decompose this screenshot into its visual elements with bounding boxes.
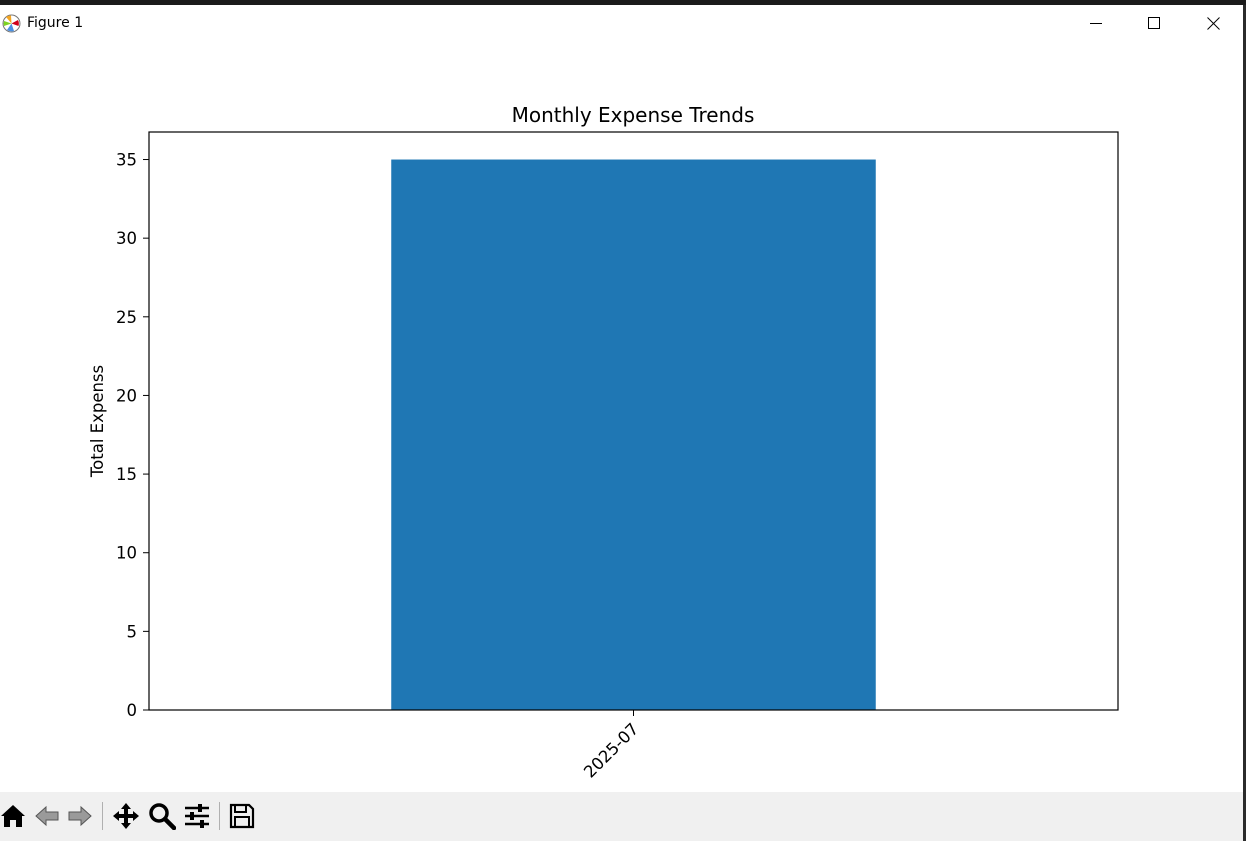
back-arrow-icon [35, 805, 59, 827]
bar-chart: Monthly Expense Trends Total Expenss 0 5 1… [88, 103, 1119, 782]
y-tick-label: 30 [116, 229, 137, 248]
y-tick-label: 15 [116, 465, 137, 484]
toolbar-separator [219, 802, 220, 830]
forward-button[interactable] [64, 800, 96, 832]
y-tick-label: 20 [116, 386, 137, 405]
home-button[interactable] [0, 800, 29, 832]
close-icon [1206, 16, 1220, 30]
configure-subplots-icon [185, 804, 209, 828]
y-tick-label: 35 [116, 151, 137, 170]
maximize-button[interactable] [1125, 5, 1183, 41]
minimize-icon [1090, 23, 1102, 24]
y-tick-label: 25 [116, 308, 137, 327]
chart-title: Monthly Expense Trends [512, 103, 755, 127]
y-axis-label: Total Expenss [88, 365, 107, 478]
pan-move-icon [113, 803, 139, 829]
save-floppy-icon [229, 803, 255, 829]
y-tick-label: 0 [127, 701, 138, 720]
save-button[interactable] [226, 800, 258, 832]
configure-subplots-button[interactable] [181, 800, 213, 832]
y-tick-label: 5 [127, 622, 138, 641]
home-icon [1, 805, 25, 827]
window-title: Figure 1 [27, 15, 84, 31]
toolbar-separator [102, 802, 103, 830]
y-tick-label: 10 [116, 544, 137, 563]
navigation-toolbar [0, 792, 1243, 841]
zoom-magnifier-icon [149, 803, 176, 830]
taskbar-strip [0, 0, 1246, 5]
bar-2025-07 [391, 159, 876, 710]
matplotlib-app-icon [2, 14, 21, 33]
pan-button[interactable] [110, 800, 142, 832]
minimize-button[interactable] [1067, 5, 1125, 41]
x-tick-label: 2025-07 [580, 719, 642, 781]
zoom-button[interactable] [146, 800, 178, 832]
forward-arrow-icon [68, 805, 92, 827]
title-bar[interactable]: Figure 1 [0, 5, 1243, 41]
maximize-icon [1148, 17, 1160, 29]
back-button[interactable] [31, 800, 63, 832]
figure-canvas[interactable]: Monthly Expense Trends Total Expenss 0 5 1… [0, 41, 1243, 792]
close-button[interactable] [1184, 5, 1242, 41]
window-edge [1243, 5, 1246, 841]
